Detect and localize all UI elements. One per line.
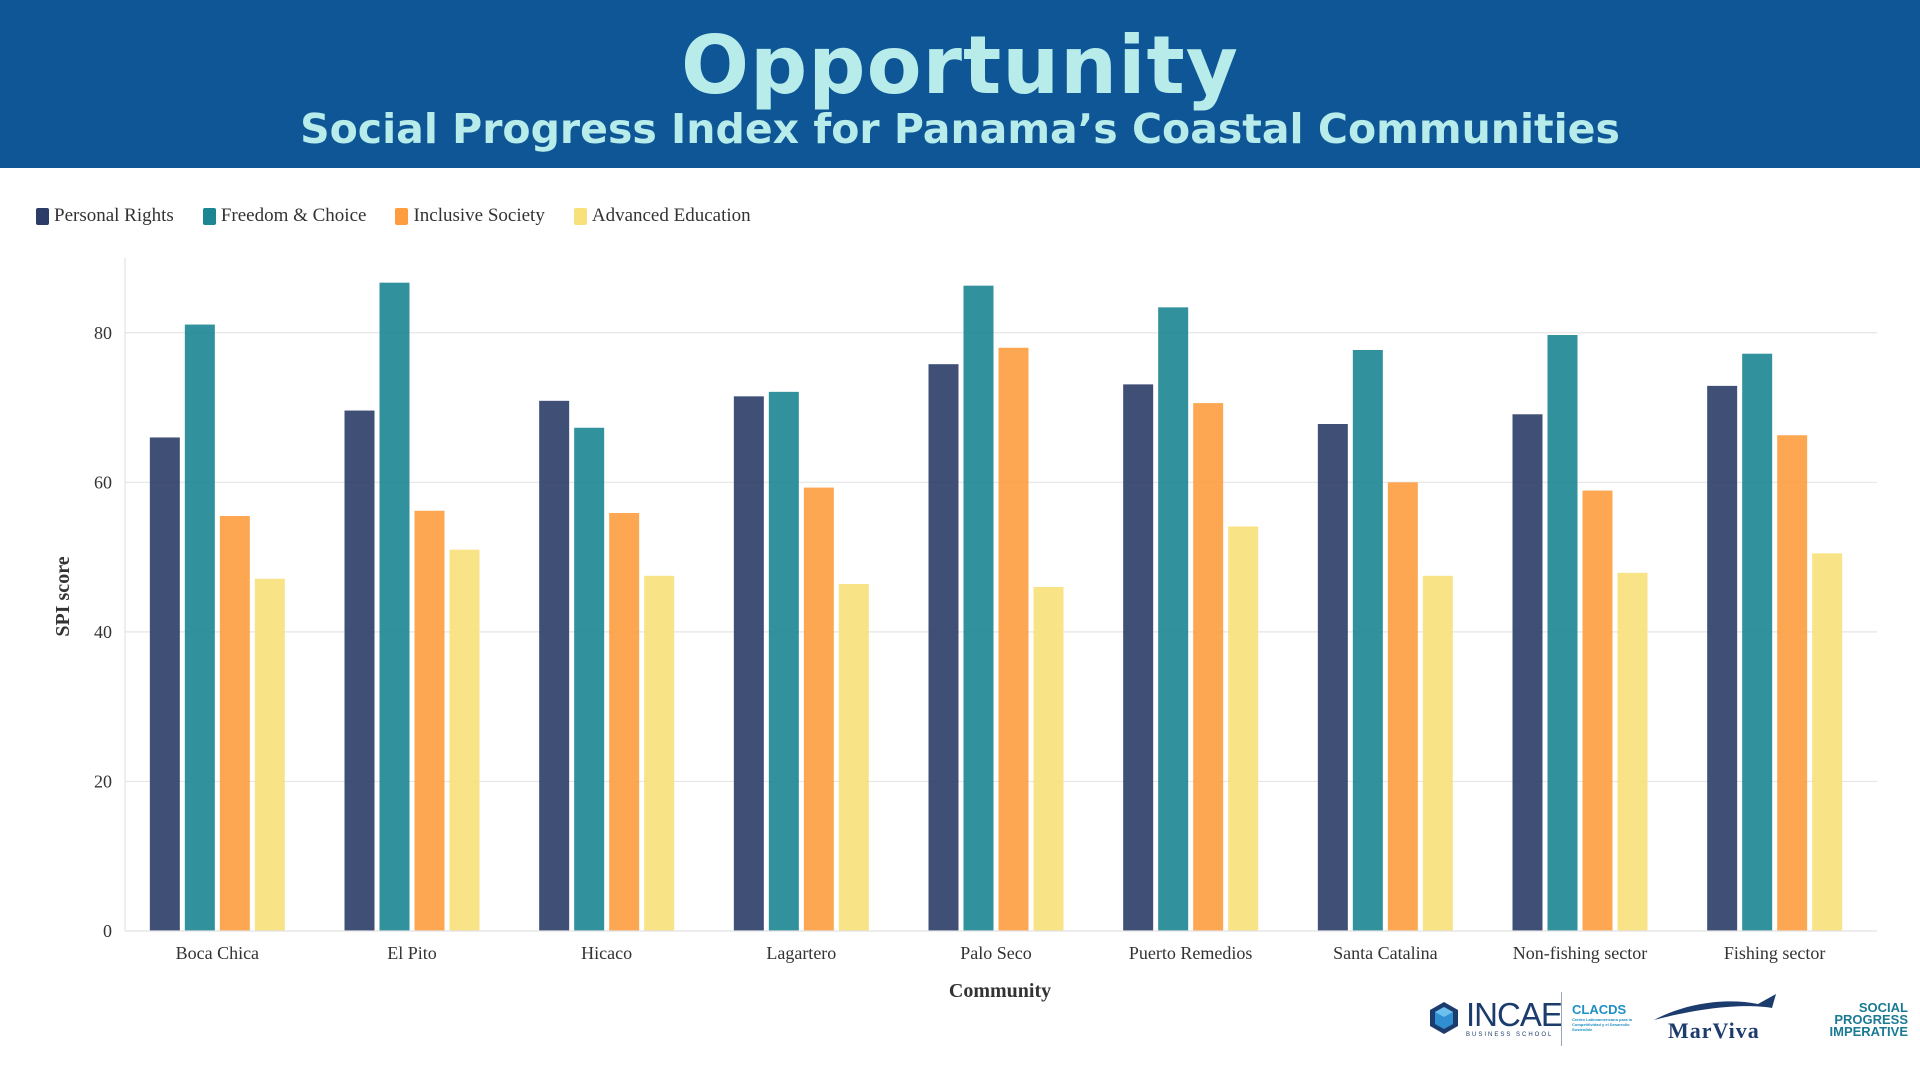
y-axis-title: SPI score [52, 556, 74, 636]
bar-boca-chica-personal-rights[interactable] [149, 437, 180, 931]
bar-non-fishing-sector-inclusive-society[interactable] [1582, 490, 1613, 931]
clacds-wordmark: CLACDS [1572, 1002, 1627, 1017]
y-tick-label: 40 [94, 622, 112, 642]
marviva-wordmark: MarViva [1668, 1018, 1760, 1043]
y-tick-label: 80 [94, 323, 112, 343]
legend-swatch [36, 207, 49, 225]
legend-swatch [395, 207, 409, 225]
x-tick-label: Fishing sector [1724, 943, 1826, 963]
legend-label: Inclusive Society [413, 205, 545, 226]
spi-line-1: SOCIAL [1858, 1000, 1908, 1015]
bar-puerto-remedios-advanced-education[interactable] [1228, 526, 1259, 931]
bar-non-fishing-sector-personal-rights[interactable] [1512, 414, 1543, 932]
x-tick-label: Puerto Remedios [1129, 943, 1253, 963]
bar-el-pito-inclusive-society[interactable] [414, 510, 445, 931]
bar-non-fishing-sector-advanced-education[interactable] [1617, 572, 1648, 931]
x-tick-label: Santa Catalina [1333, 943, 1437, 963]
bar-lagartero-inclusive-society[interactable] [803, 487, 834, 931]
marviva-logo: MarViva [1648, 990, 1798, 1052]
legend-label: Personal Rights [54, 205, 174, 226]
bar-palo-seco-personal-rights[interactable] [928, 364, 959, 931]
header-banner: Opportunity Social Progress Index for Pa… [0, 0, 1920, 168]
y-tick-label: 0 [103, 921, 112, 941]
bar-fishing-sector-freedom-choice[interactable] [1742, 353, 1773, 931]
legend-item-personal-rights[interactable]: Personal Rights [36, 205, 174, 227]
clacds-subtext: Centro Latinoamericano para la Competiti… [1572, 1017, 1633, 1032]
x-tick-label: Boca Chica [176, 943, 259, 963]
bar-hicaco-inclusive-society[interactable] [609, 512, 640, 931]
legend-item-freedom-choice[interactable]: Freedom & Choice [202, 205, 367, 227]
legend-swatch [573, 207, 587, 225]
bar-lagartero-advanced-education[interactable] [838, 584, 869, 931]
bar-fishing-sector-inclusive-society[interactable] [1777, 435, 1808, 931]
bar-santa-catalina-personal-rights[interactable] [1317, 424, 1348, 931]
bar-palo-seco-inclusive-society[interactable] [998, 347, 1029, 931]
bar-santa-catalina-inclusive-society[interactable] [1387, 482, 1418, 931]
legend-label: Advanced Education [591, 205, 751, 226]
bar-puerto-remedios-inclusive-society[interactable] [1193, 403, 1224, 932]
x-tick-label: Hicaco [581, 943, 632, 963]
spi-line-3: IMPERATIVE [1829, 1024, 1909, 1039]
x-tick-label: Lagartero [766, 943, 836, 963]
marviva-wave-icon [1654, 994, 1776, 1020]
bar-non-fishing-sector-freedom-choice[interactable] [1547, 335, 1578, 931]
legend-swatch [202, 207, 216, 225]
axes: 0 20 40 60 80 Boca Chica El Pito Hicaco Lagarter… [52, 258, 1877, 1002]
x-tick-label: El Pito [387, 943, 437, 963]
bar-hicaco-advanced-education[interactable] [644, 575, 675, 931]
bar-el-pito-personal-rights[interactable] [344, 410, 375, 932]
legend-item-advanced-education[interactable]: Advanced Education [573, 205, 751, 227]
y-tick-label: 20 [94, 771, 112, 791]
bar-boca-chica-freedom-choice[interactable] [184, 324, 215, 931]
page-subtitle: Social Progress Index for Panama’s Coast… [300, 105, 1620, 153]
bar-fishing-sector-advanced-education[interactable] [1812, 553, 1843, 931]
clacds-logo: CLACDS Centro Latinoamericano para la Co… [1572, 1002, 1632, 1032]
sponsor-logos: INCAE BUSINESS SCHOOL CLACDS Centro Lati… [1420, 990, 1910, 1060]
incae-logo: INCAE BUSINESS SCHOOL [1426, 996, 1563, 1038]
incae-hexagon-icon [1430, 1002, 1458, 1034]
bar-palo-seco-advanced-education[interactable] [1033, 587, 1064, 931]
bar-puerto-remedios-personal-rights[interactable] [1123, 384, 1154, 931]
x-tick-label: Palo Seco [960, 943, 1032, 963]
bar-el-pito-advanced-education[interactable] [449, 549, 480, 931]
legend-label: Freedom & Choice [220, 205, 367, 226]
page-title: Opportunity [681, 19, 1239, 112]
spi-logo: SOCIAL PROGRESS IMPERATIVE [1812, 1000, 1909, 1039]
incae-wordmark: INCAE [1466, 996, 1563, 1033]
bar-puerto-remedios-freedom-choice[interactable] [1158, 307, 1189, 931]
y-tick-label: 60 [94, 472, 112, 492]
bar-hicaco-freedom-choice[interactable] [574, 427, 605, 931]
incae-subtext: BUSINESS SCHOOL [1466, 1032, 1554, 1038]
logo-divider [1561, 992, 1562, 1046]
bar-santa-catalina-freedom-choice[interactable] [1352, 349, 1383, 931]
bar-el-pito-freedom-choice[interactable] [379, 282, 410, 932]
bars [149, 282, 1843, 932]
bar-lagartero-personal-rights[interactable] [733, 396, 764, 932]
bar-santa-catalina-advanced-education[interactable] [1422, 575, 1453, 931]
bar-hicaco-personal-rights[interactable] [539, 400, 570, 931]
x-tick-label: Non-fishing sector [1513, 943, 1647, 963]
bar-fishing-sector-personal-rights[interactable] [1707, 385, 1738, 931]
bar-palo-seco-freedom-choice[interactable] [963, 285, 994, 931]
legend-item-inclusive-society[interactable]: Inclusive Society [395, 205, 545, 227]
chart-legend: Personal Rights Freedom & Choice Inclusive… [36, 202, 780, 230]
bar-boca-chica-advanced-education[interactable] [254, 578, 285, 931]
x-axis-title: Community [949, 980, 1051, 1002]
bar-boca-chica-inclusive-society[interactable] [219, 515, 250, 931]
bar-lagartero-freedom-choice[interactable] [768, 391, 799, 931]
spi-line-2: PROGRESS [1834, 1012, 1908, 1027]
